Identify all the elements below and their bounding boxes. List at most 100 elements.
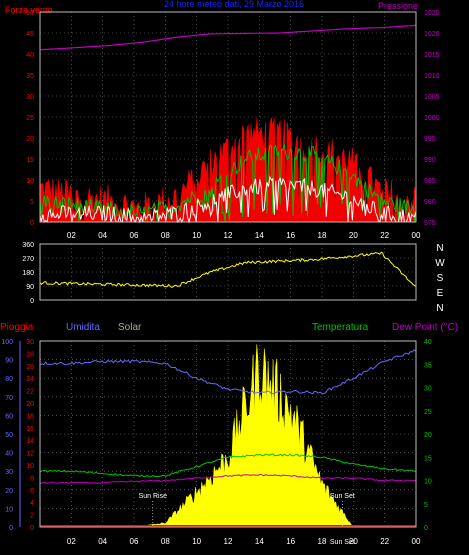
- wind-y-tick-label: 30: [26, 94, 34, 101]
- humidity-label: Umidita: [66, 322, 100, 333]
- wind-y-tick-label: 5: [30, 199, 34, 206]
- pressure-y-tick-label: 985: [424, 178, 436, 185]
- wind-y-tick-label: 35: [26, 73, 34, 80]
- direction-compass-label: N: [436, 303, 443, 314]
- rain-y-tick-label: 10: [26, 463, 34, 470]
- dewpoint-series-line: [40, 473, 417, 485]
- humidity-y-tick-label: 10: [5, 506, 13, 513]
- humidity-y-tick-label: 90: [5, 358, 13, 365]
- wind-chart-x-tick-label: 04: [98, 231, 107, 240]
- temperature-y-tick-label: 0: [424, 525, 428, 532]
- wind-chart-x-tick-label: 10: [192, 231, 201, 240]
- wind-y-tick-label: 0: [30, 220, 34, 227]
- rain-y-tick-label: 30: [26, 339, 34, 346]
- pressure-y-tick-label: 1000: [424, 115, 440, 122]
- pressure-axis-label: Pressione: [378, 1, 418, 11]
- pressure-y-tick-label: 1025: [424, 10, 440, 17]
- rain-label: Pioggia: [0, 322, 34, 333]
- rain-y-tick-label: 16: [26, 426, 34, 433]
- wind-axis-label: Forza vento: [5, 5, 53, 15]
- wind-y-tick-label: 15: [26, 157, 34, 164]
- rain-y-tick-label: 4: [30, 500, 34, 507]
- wind-chart-x-tick-label: 00: [412, 231, 421, 240]
- climate-chart-x-tick-label: 18: [318, 537, 327, 546]
- wind-y-tick-label: 10: [26, 178, 34, 185]
- temperature-y-tick-label: 10: [424, 479, 432, 486]
- pressure-y-tick-label: 980: [424, 199, 436, 206]
- wind-chart-x-tick-label: 06: [130, 231, 139, 240]
- wind-y-tick-label: 20: [26, 136, 34, 143]
- rain-y-tick-label: 24: [26, 376, 34, 383]
- temperature-y-tick-label: 25: [424, 409, 432, 416]
- climate-chart-x-tick-label: 16: [286, 537, 295, 546]
- climate-chart-x-tick-label: 10: [192, 537, 201, 546]
- humidity-y-tick-label: 50: [5, 432, 13, 439]
- pressure-y-tick-label: 995: [424, 136, 436, 143]
- rain-y-tick-label: 12: [26, 451, 34, 458]
- climate-chart-frame: [39, 340, 417, 528]
- direction-y-tick-label: 360: [22, 242, 34, 249]
- wind-chart-x-tick-label: 22: [380, 231, 389, 240]
- rain-y-tick-label: 0: [30, 525, 34, 532]
- temperature-y-tick-label: 40: [424, 339, 432, 346]
- humidity-y-tick-label: 100: [1, 339, 13, 346]
- pressure-y-tick-label: 1010: [424, 73, 440, 80]
- rain-y-tick-label: 28: [26, 351, 34, 358]
- wind-chart-x-tick-label: 14: [255, 231, 264, 240]
- temperature-y-tick-label: 20: [424, 432, 432, 439]
- dewpoint-label: Dew Point (°C): [392, 322, 458, 333]
- temperature-y-tick-label: 15: [424, 455, 432, 462]
- direction-y-tick-label: 0: [30, 298, 34, 305]
- wind-chart-title: 24 hore meteo dati, 29 Marzo 2016: [164, 0, 304, 9]
- wind-chart-x-tick-label: 08: [161, 231, 170, 240]
- rain-y-tick-label: 14: [26, 438, 34, 445]
- direction-chart-frame: [39, 243, 417, 301]
- humidity-series-line: [39, 349, 417, 395]
- wind-chart-x-tick-label: 16: [286, 231, 295, 240]
- rain-y-tick-label: 20: [26, 401, 34, 408]
- climate-chart-x-tick-label: 00: [412, 537, 421, 546]
- humidity-y-tick-label: 80: [5, 376, 13, 383]
- temperature-y-tick-label: 5: [424, 502, 428, 509]
- climate-chart-x-tick-label: 06: [130, 537, 139, 546]
- rain-y-tick-label: 8: [30, 475, 34, 482]
- wind-chart-x-tick-label: 18: [318, 231, 327, 240]
- humidity-y-tick-label: 20: [5, 488, 13, 495]
- pressure-y-tick-label: 1015: [424, 52, 440, 59]
- temperature-y-tick-label: 30: [424, 386, 432, 393]
- wind-y-tick-label: 45: [26, 31, 34, 38]
- temperature-y-tick-label: 35: [424, 362, 432, 369]
- wind-chart-frame: [39, 11, 417, 223]
- wind-y-tick-label: 50: [26, 10, 34, 17]
- pressure-y-tick-label: 975: [424, 220, 436, 227]
- wind-chart-x-tick-label: 02: [67, 231, 76, 240]
- direction-y-tick-label: 270: [22, 256, 34, 263]
- humidity-y-tick-label: 60: [5, 413, 13, 420]
- climate-chart-x-tick-label: 04: [98, 537, 107, 546]
- pressure-y-tick-label: 990: [424, 157, 436, 164]
- temperature-series-line: [39, 453, 416, 478]
- direction-y-tick-label: 180: [22, 270, 34, 277]
- humidity-y-tick-label: 30: [5, 469, 13, 476]
- wind-chart-x-tick-label: 12: [224, 231, 233, 240]
- direction-series-line: [39, 251, 417, 288]
- climate-chart-x-tick-label: 02: [67, 537, 76, 546]
- solar-series-area: [40, 344, 416, 528]
- direction-compass-label: W: [435, 258, 445, 269]
- pressure-y-tick-label: 1005: [424, 94, 440, 101]
- rain-y-tick-label: 22: [26, 389, 34, 396]
- sunset-annotation: Sun Set: [330, 493, 355, 500]
- climate-chart-x-tick-label: 20: [349, 537, 358, 546]
- climate-chart-x-tick-label: 22: [380, 537, 389, 546]
- wind-chart-x-tick-label: 20: [349, 231, 358, 240]
- climate-chart-x-tick-label: 12: [224, 537, 233, 546]
- rain-y-tick-label: 26: [26, 364, 34, 371]
- solar-label: Solar: [118, 322, 142, 333]
- temperature-label: Temperatura: [312, 322, 369, 333]
- rain-y-tick-label: 18: [26, 413, 34, 420]
- rain-y-tick-label: 6: [30, 488, 34, 495]
- pressure-y-tick-label: 1020: [424, 31, 440, 38]
- humidity-y-tick-label: 0: [9, 525, 13, 532]
